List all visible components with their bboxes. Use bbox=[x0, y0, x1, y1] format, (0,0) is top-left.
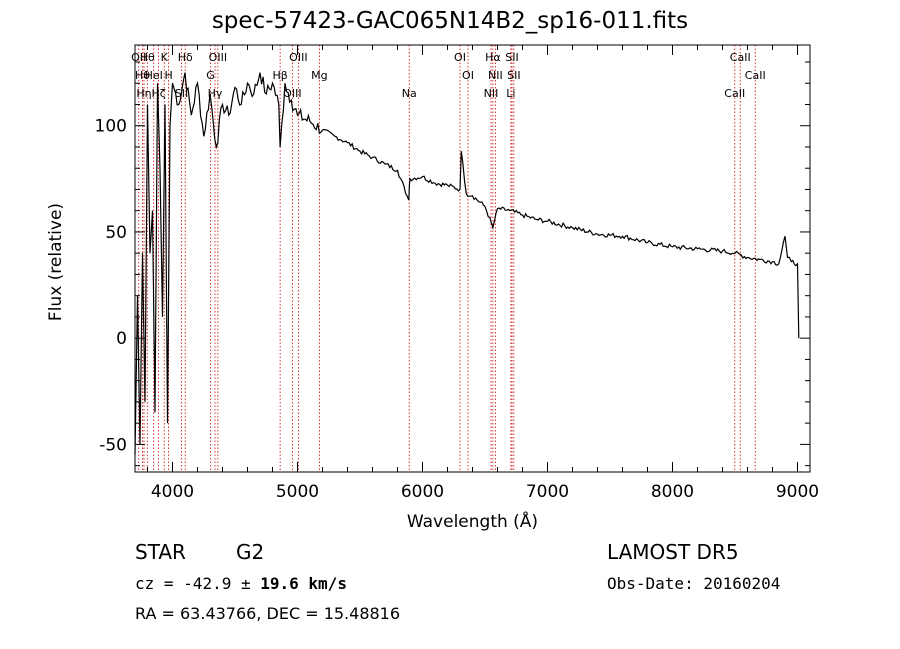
chart-title: spec-57423-GAC065N14B2_sp16-011.fits bbox=[211, 8, 689, 34]
object-subclass: G2 bbox=[236, 540, 265, 564]
y-tick-label: 50 bbox=[105, 223, 127, 243]
line-label: OIII bbox=[209, 51, 227, 64]
cz-error: 19.6 bbox=[260, 574, 299, 593]
line-label: NII bbox=[484, 87, 499, 100]
line-label: SII bbox=[175, 87, 188, 100]
x-tick-label: 6000 bbox=[401, 482, 444, 502]
line-label: SII bbox=[505, 51, 518, 64]
line-label: Li bbox=[506, 87, 515, 100]
line-label: Hα bbox=[485, 51, 501, 64]
line-label: NII bbox=[488, 69, 503, 82]
spectral-line-labels: OIIHθHηHθHeIHζKHSIIHδGHγOIIIHβOIIIOIIIMg… bbox=[131, 51, 766, 100]
cz-pm: ± bbox=[231, 574, 261, 593]
line-label: CaII bbox=[745, 69, 766, 82]
x-axis-label: Wavelength (Å) bbox=[406, 512, 539, 532]
line-label: OIII bbox=[283, 87, 301, 100]
observation-date: Obs-Date: 20160204 bbox=[607, 574, 781, 593]
line-label: OIII bbox=[289, 51, 307, 64]
y-tick-label: 100 bbox=[95, 117, 127, 137]
redshift-readout: cz = -42.9 ± 19.6 km/s bbox=[135, 574, 347, 593]
y-tick-label: 0 bbox=[116, 329, 127, 349]
line-label: Hη bbox=[136, 87, 151, 100]
cz-unit: km/s bbox=[298, 574, 347, 593]
coordinates: RA = 63.43766, DEC = 15.48816 bbox=[135, 604, 401, 623]
x-tick-label: 4000 bbox=[151, 482, 194, 502]
line-label: Hδ bbox=[178, 51, 193, 64]
line-label: Hθ bbox=[140, 51, 155, 64]
line-label: Hβ bbox=[272, 69, 287, 82]
line-label: CaII bbox=[724, 87, 745, 100]
line-label: CaII bbox=[730, 51, 751, 64]
y-axis-label: Flux (relative) bbox=[46, 202, 66, 322]
x-tick-label: 5000 bbox=[276, 482, 319, 502]
y-tick-label: -50 bbox=[99, 435, 127, 455]
axis-ticks: 4000 5000 6000 7000 8000 9000 -50 0 50 100 bbox=[95, 45, 819, 502]
line-label: OI bbox=[462, 69, 474, 82]
line-label: Hζ bbox=[151, 87, 165, 100]
line-label: H bbox=[164, 69, 172, 82]
x-tick-label: 7000 bbox=[526, 482, 569, 502]
line-label: SII bbox=[507, 69, 520, 82]
object-class: STAR bbox=[135, 540, 186, 564]
line-label: Hγ bbox=[208, 87, 223, 100]
x-tick-label: 9000 bbox=[776, 482, 819, 502]
line-label: Na bbox=[402, 87, 417, 100]
spectrum-series-line bbox=[134, 72, 800, 456]
x-tick-label: 8000 bbox=[651, 482, 694, 502]
survey-name: LAMOST DR5 bbox=[607, 540, 739, 564]
cz-label: cz = bbox=[135, 574, 184, 593]
line-label: G bbox=[206, 69, 215, 82]
line-label: Mg bbox=[311, 69, 327, 82]
plot-frame bbox=[134, 44, 811, 473]
line-label: HeI bbox=[145, 69, 163, 82]
line-label: OI bbox=[454, 51, 466, 64]
line-label: K bbox=[161, 51, 169, 64]
line-label: Hθ bbox=[135, 69, 150, 82]
cz-value: -42.9 bbox=[183, 574, 232, 593]
